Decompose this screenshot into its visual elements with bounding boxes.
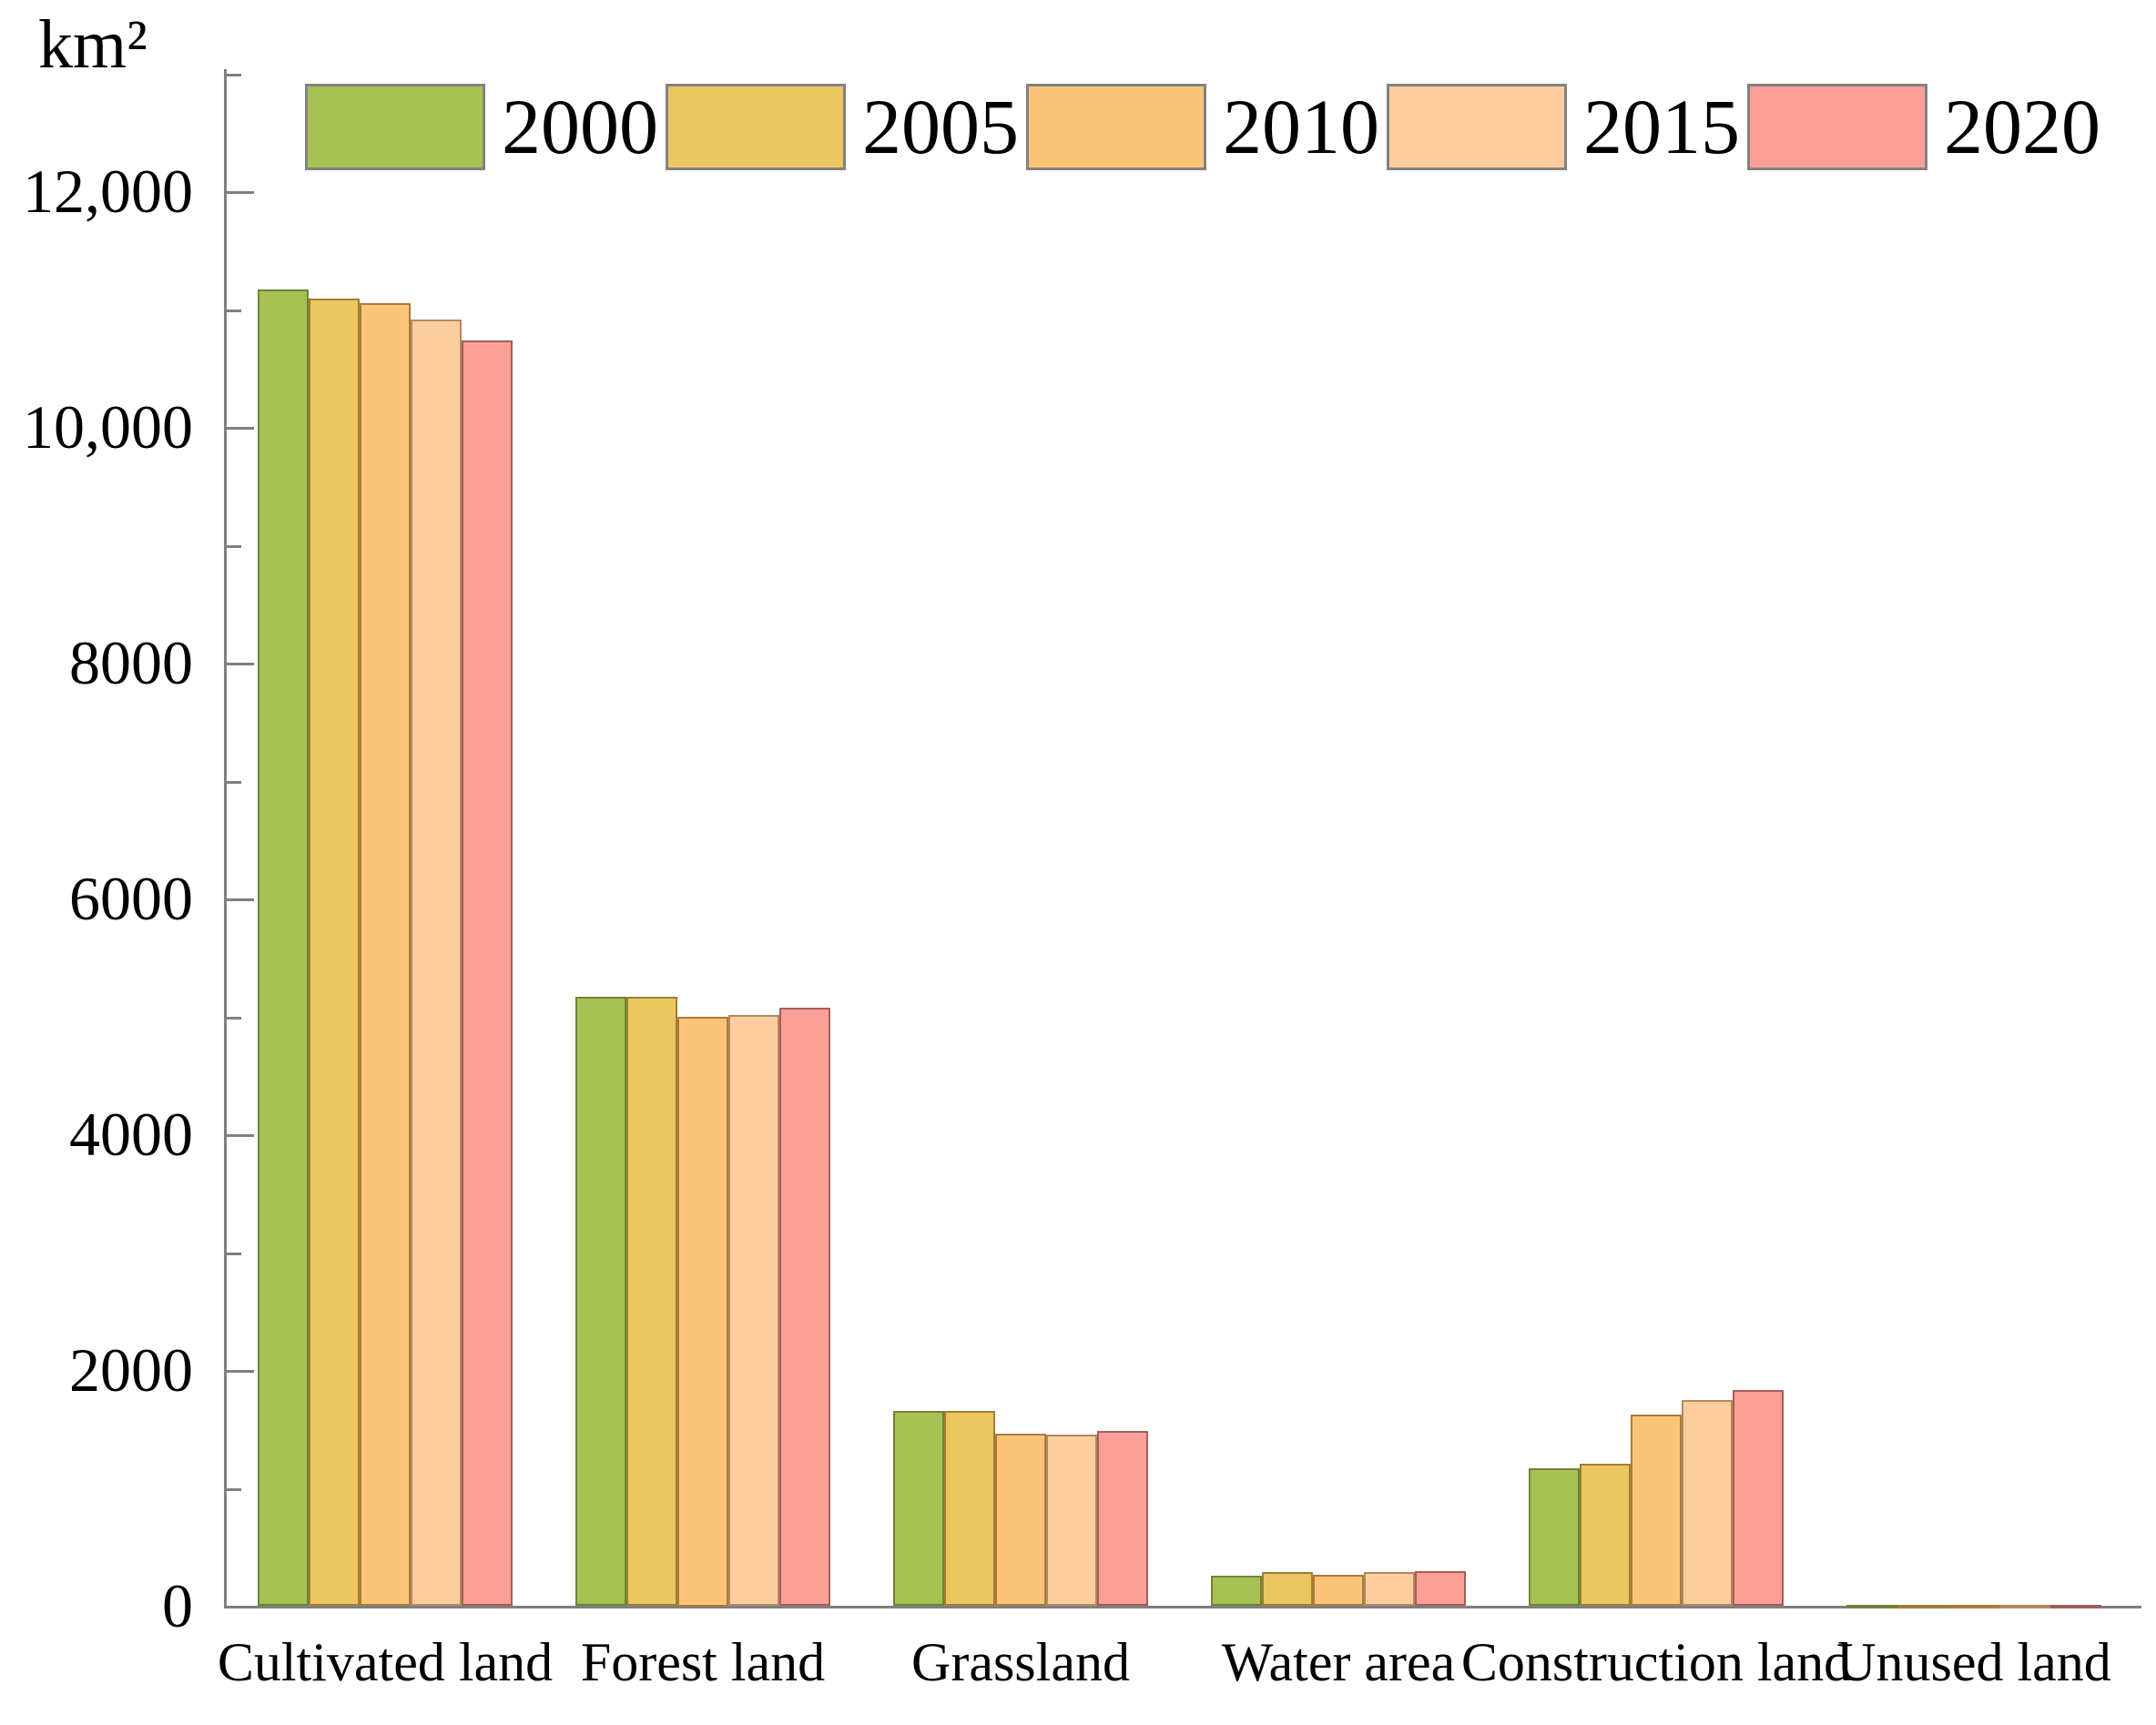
y-major-tick [227,427,254,430]
bar-water-area-2020 [1415,1571,1466,1606]
legend-item-2005: 2005 [666,84,1026,170]
x-category-label-water-area: Water area [1221,1632,1456,1692]
y-major-tick [227,898,254,901]
legend-swatch-2000 [305,84,485,170]
y-tick-label: 2000 [69,1335,193,1405]
bar-forest-land-2000 [575,997,626,1606]
legend-item-2015: 2015 [1387,84,1747,170]
y-tick-label: 10,000 [23,392,193,462]
bar-grassland-2010 [995,1434,1046,1606]
y-tick-label: 12,000 [23,157,193,226]
legend-swatch-2015 [1387,84,1567,170]
bar-forest-land-2020 [779,1008,830,1606]
legend-label-2015: 2015 [1583,83,1740,170]
bar-unused-land-2010 [1948,1605,1999,1608]
y-axis-line [224,69,227,1608]
bar-cultivated-land-2000 [258,289,309,1606]
bar-cultivated-land-2015 [411,320,462,1606]
bar-cultivated-land-2020 [462,340,513,1606]
y-minor-tick [227,781,241,784]
legend-swatch-2020 [1747,84,1927,170]
bar-construction-land-2000 [1529,1468,1580,1606]
bar-cultivated-land-2010 [360,303,411,1606]
bar-cultivated-land-2005 [309,299,360,1606]
y-axis-unit-label: km² [38,6,147,83]
x-category-label-cultivated-land: Cultivated land [217,1632,554,1692]
bar-construction-land-2005 [1580,1464,1631,1606]
y-tick-label: 4000 [69,1100,193,1169]
legend-item-2010: 2010 [1026,84,1387,170]
legend-label-2000: 2000 [502,83,658,170]
legend-item-2020: 2020 [1747,84,2108,170]
x-category-label-forest-land: Forest land [580,1632,826,1692]
legend-swatch-2010 [1026,84,1206,170]
bar-water-area-2005 [1262,1572,1313,1606]
y-major-tick [227,663,254,665]
bar-grassland-2005 [944,1411,995,1606]
bar-forest-land-2010 [677,1017,728,1607]
y-major-tick [227,1134,254,1137]
bar-unused-land-2020 [2050,1605,2101,1608]
bar-forest-land-2015 [728,1015,779,1606]
bar-grassland-2020 [1097,1431,1148,1606]
legend-swatch-2005 [666,84,846,170]
bar-water-area-2000 [1211,1576,1262,1606]
bar-grassland-2015 [1046,1435,1097,1606]
bar-water-area-2015 [1364,1572,1415,1606]
bar-construction-land-2010 [1631,1415,1682,1606]
bar-forest-land-2005 [626,997,677,1606]
y-tick-label: 8000 [69,628,193,697]
bar-unused-land-2000 [1846,1605,1897,1608]
legend-label-2010: 2010 [1223,83,1379,170]
x-axis-line [224,1606,2141,1608]
bar-construction-land-2015 [1682,1400,1733,1606]
y-minor-tick [227,1017,241,1020]
legend-label-2005: 2005 [862,83,1019,170]
y-tick-label: 6000 [69,864,193,933]
y-minor-tick [227,1253,241,1255]
bar-unused-land-2005 [1897,1605,1948,1608]
bar-construction-land-2020 [1733,1390,1784,1606]
x-category-label-unused-land: Unused land [1836,1632,2111,1692]
y-major-tick [227,191,254,194]
legend-item-2000: 2000 [305,84,666,170]
bar-grassland-2000 [893,1411,944,1606]
y-major-tick [227,1370,254,1373]
bar-unused-land-2015 [1999,1605,2050,1608]
y-minor-tick [227,545,241,548]
legend-label-2020: 2020 [1944,83,2100,170]
x-category-label-construction-land: Construction land [1460,1632,1852,1692]
y-minor-tick [227,309,241,312]
y-minor-tick [227,74,241,76]
y-minor-tick [227,1488,241,1491]
x-category-label-grassland: Grassland [911,1632,1130,1692]
bar-water-area-2010 [1313,1575,1364,1606]
y-tick-label: 0 [162,1571,193,1640]
chart-legend: 2000 2005 2010 2015 2020 [305,84,2108,170]
